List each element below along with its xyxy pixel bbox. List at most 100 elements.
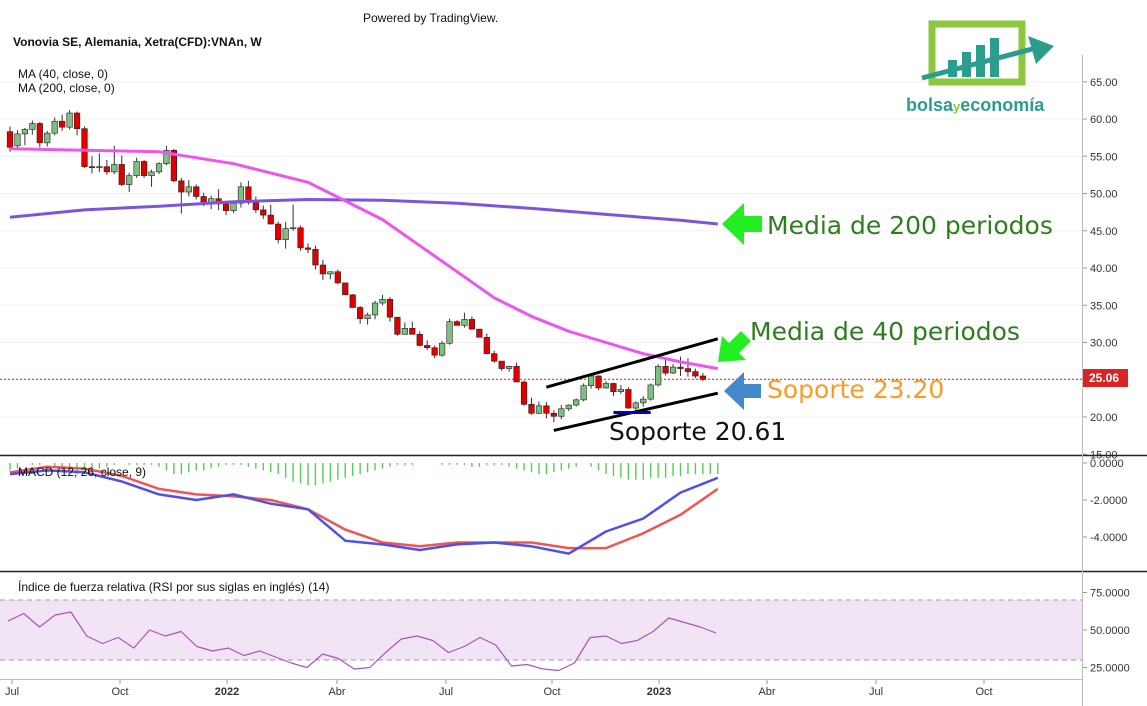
candle-body [334,271,341,284]
candle-body [684,368,692,372]
ma40-arrow-icon [718,331,751,362]
candle-body [297,227,304,249]
price-tick-label: 20.00 [1090,412,1118,424]
candle-body [193,186,200,197]
candle-body [73,112,81,129]
candle-body [543,405,550,414]
x-tick-label: Abr [758,686,775,698]
x-tick-label: Jul [5,686,19,698]
candle-body [36,123,43,144]
candle-body [699,375,706,380]
candle-body [558,408,565,417]
rsi-band [0,600,1082,660]
x-tick-label: 2022 [215,686,239,698]
price-panel [0,110,1082,432]
candle-body [520,381,528,405]
candle-body [371,302,379,316]
ma200-arrow-icon [722,203,762,245]
chart-title: Vonovia SE, Alemania, Xetra(CFD):VNAn, W [13,35,262,49]
ma200-label: MA (200, close, 0) [18,81,115,95]
candle-body [528,404,535,414]
candle-body [438,342,446,356]
candle-body [587,375,595,387]
x-tick-label: Jul [439,686,453,698]
candle-body [595,375,602,389]
candle-body [692,371,699,377]
price-tick-label: 30.00 [1090,338,1118,350]
candle-body [327,271,334,275]
ma40-line [9,147,719,371]
candle-body [401,328,408,335]
candle-body [260,209,267,216]
candle-body [416,334,423,346]
candle-body [319,264,327,275]
candle-body [148,171,155,176]
candle-body [304,247,312,250]
candle-body [44,132,51,144]
candle-body [573,399,580,406]
candle-body [126,175,133,185]
candle-body [51,120,58,134]
price-tick-label: 65.00 [1090,77,1118,89]
candle-body [580,385,587,401]
macd-panel [9,463,719,555]
annotation-support-1: Soporte 23.20 [767,375,944,404]
svg-text:bolsayeconomía: bolsayeconomía [906,95,1045,115]
rsi-tick-label: 25.0000 [1090,663,1130,675]
price-tick-label: 50.00 [1090,189,1118,201]
candle-body [632,402,639,409]
x-tick-label: Oct [543,686,560,698]
logo-word-1: bolsa [906,95,954,115]
candle-body [252,202,259,211]
candle-body [483,336,490,354]
candle-body [88,166,96,168]
rsi-label: Índice de fuerza relativa (RSI por sus s… [18,579,329,594]
x-tick-label: 2023 [647,686,671,698]
annotation-ma40: Media de 40 periodos [750,317,1020,346]
candle-body [237,186,245,204]
powered-by[interactable]: Powered by TradingView. [363,11,498,25]
candle-body [21,129,29,135]
trendline-0 [545,337,719,389]
candle-body [602,383,610,389]
candle-body [282,228,289,240]
candle-body [357,307,364,319]
rsi-tick-label: 50.0000 [1090,625,1130,637]
candle-body [170,149,178,182]
price-tick-label: 55.00 [1090,151,1118,163]
candle-body [498,360,505,369]
candle-body [409,328,416,335]
macd-line [9,469,719,555]
candle-body [342,282,349,296]
candle-body [565,404,572,410]
candle-body [185,186,192,193]
logo-word-2: y [953,99,961,114]
axes: 65.00 60.00 55.00 50.00 45.00 40.00 35.00 30.00… [5,77,1130,698]
logo-arrow-shaft [921,45,1037,81]
logo-arrow-head [1028,36,1054,64]
candle-body [617,389,624,392]
candle-body [468,319,476,330]
candle-body [506,366,513,369]
rsi-panel [0,599,1082,672]
brand-logo: bolsayeconomía [906,20,1054,115]
candle-body [289,227,297,230]
price-tick-label: 45.00 [1090,226,1118,238]
candle-body [81,128,88,167]
candle-body [14,133,21,147]
macd-tick-label: 0.0000 [1090,458,1124,470]
candle-body [275,223,282,240]
candle-body [625,389,632,409]
annotation-support-2: Soporte 20.61 [609,417,786,446]
candle-body [230,202,237,211]
x-tick-label: Abr [328,686,345,698]
macd-label: MACD (12, 26, close, 9) [18,465,146,479]
candle-body [66,112,73,128]
candle-body [647,384,654,400]
candle-body [431,347,438,356]
candle-body [163,149,170,164]
candle-body [535,405,543,414]
candle-body [662,366,669,374]
candle-body [364,314,371,319]
